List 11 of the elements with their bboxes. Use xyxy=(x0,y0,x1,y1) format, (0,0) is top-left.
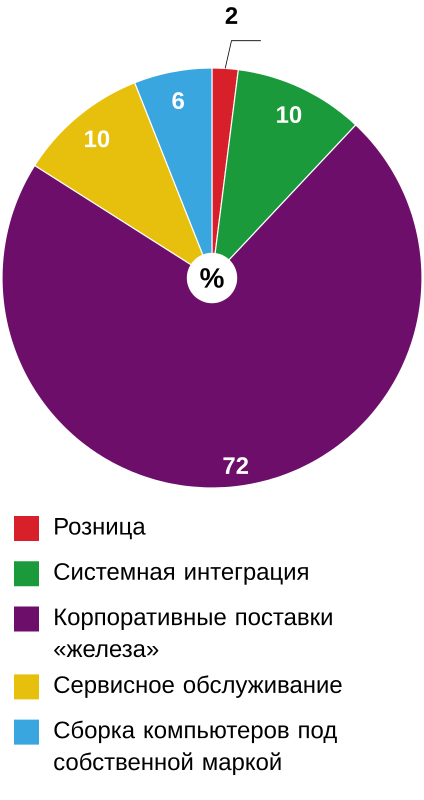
data-label: 10 xyxy=(277,106,302,124)
legend-label: Сборка компьютеров под собственной маркой xyxy=(54,720,337,776)
data-label: 10 xyxy=(85,130,110,148)
legend-label: Розница xyxy=(55,518,146,540)
legend-label: Системная интеграция xyxy=(54,563,308,585)
data-label: 2 xyxy=(226,7,238,24)
legend-label: Сервисное обслуживание xyxy=(54,675,342,698)
legend-label: Корпоративные поставки «железа» xyxy=(54,608,332,658)
data-label: 72 xyxy=(223,457,248,474)
data-label: 6 xyxy=(172,92,184,110)
text: % xyxy=(200,268,224,288)
